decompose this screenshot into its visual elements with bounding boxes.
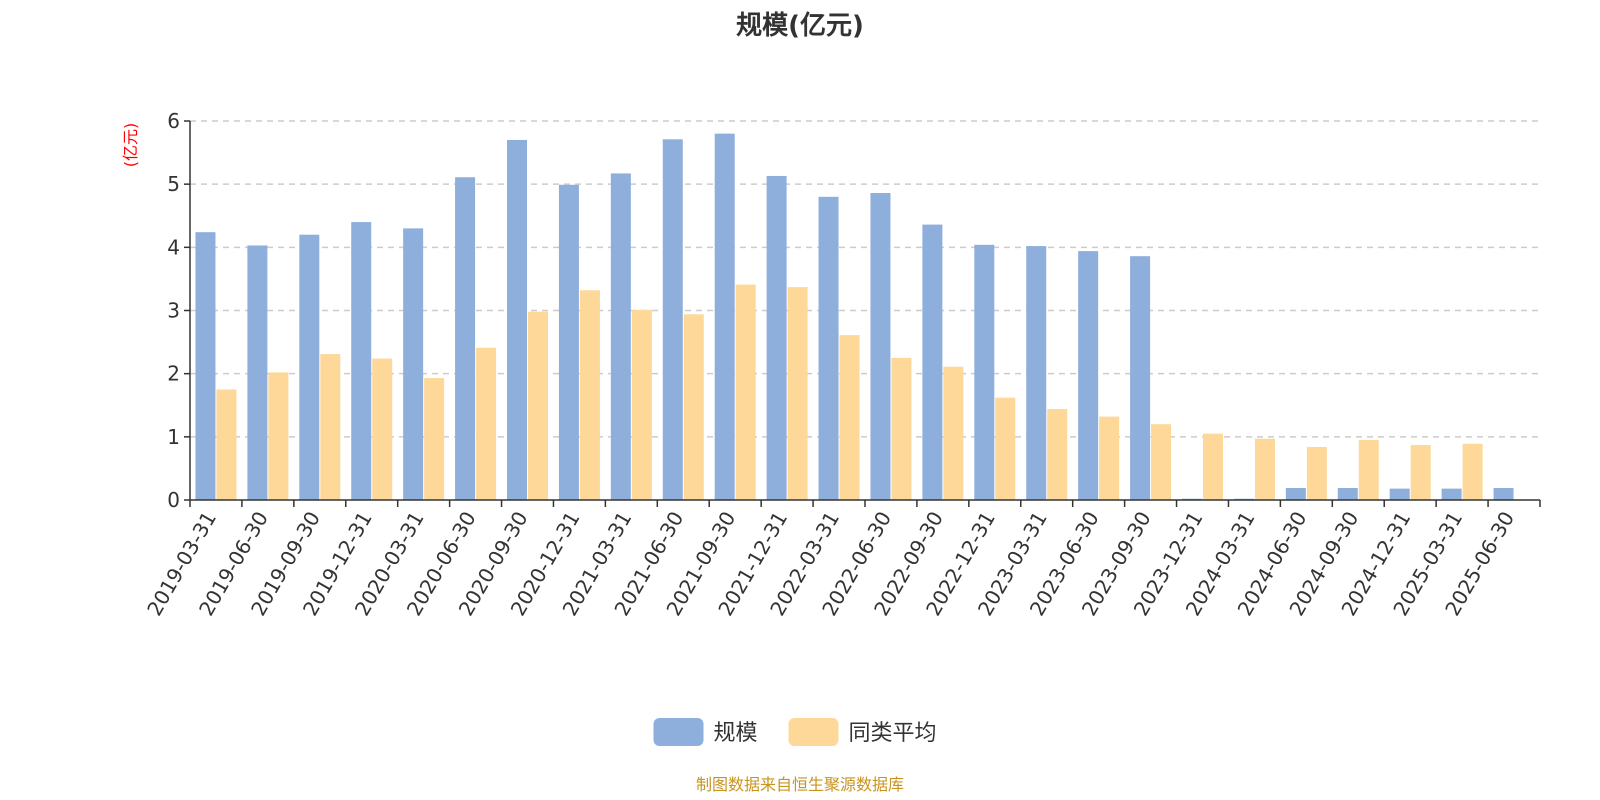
y-tick-label: 5 [167,172,180,196]
bar-series-2 [787,287,808,500]
bar-series-1 [818,196,839,501]
y-tick-label: 3 [167,299,180,323]
chart-title: 规模(亿元) [736,11,864,41]
bar-series-2 [216,389,237,500]
bar-series-2 [683,314,704,500]
legend-label: 同类平均 [849,721,937,746]
bar-series-1 [1130,256,1151,500]
bar-series-1 [974,244,995,500]
bar-series-2 [631,309,652,500]
bar-series-2 [1462,443,1483,500]
bar-series-1 [610,173,631,500]
bar-series-1 [1026,246,1047,500]
bar-series-1 [766,175,787,500]
bar-series-1 [870,193,891,500]
bar-series-1 [662,139,683,500]
bar-series-2 [372,358,393,500]
legend-label: 规模 [714,721,758,746]
legend-swatch [653,718,704,746]
bar-series-1 [1337,487,1358,500]
source-note: 制图数据来自恒生聚源数据库 [696,775,904,794]
bar-series-1 [455,177,476,501]
bar-series-1 [507,139,527,500]
bar-series-1 [351,222,372,501]
bar-series-2 [528,311,548,500]
bar-series-1 [247,245,268,500]
bar-series-1 [1285,487,1306,500]
y-tick-label: 0 [167,488,180,512]
bar-series-1 [403,228,424,500]
bar-series-2 [1203,433,1223,500]
bar-series-1 [195,232,216,500]
bar-series-2 [943,366,964,500]
bar-series-2 [1358,439,1379,500]
bar-series-2 [995,397,1016,500]
bar-series-2 [839,335,860,500]
bar-series-2 [320,354,341,500]
bar-series-2 [1099,416,1120,500]
bar-series-1 [922,224,943,501]
y-tick-label: 6 [167,109,180,133]
y-tick-label: 1 [167,425,180,449]
y-axis-ticks: 0 1 2 3 4 5 6 [167,109,190,512]
y-tick-label: 2 [167,362,180,386]
bar-series-1 [1389,488,1410,500]
bar-series-2 [891,357,912,500]
grid-lines [190,120,1540,438]
bar-series-2 [1410,445,1431,500]
legend-swatch [788,718,839,746]
bar-series-2 [1254,438,1275,500]
bar-series-1 [1078,251,1099,500]
x-axis-ticks: 2019-03-312019-06-302019-09-302019-12-31… [142,500,1541,620]
bar-series-1 [714,133,735,500]
bar-series-2 [1047,409,1068,500]
bar-series-1 [1493,487,1514,500]
bar-series-2 [476,347,497,500]
bar-series-2 [579,290,600,500]
bar-series-1 [299,234,320,500]
bar-series-2 [735,284,756,500]
bar-series-2 [1151,424,1172,500]
bar-series-2 [268,372,289,500]
bar-series-2 [1306,446,1327,500]
bars [195,133,1514,501]
bar-series-1 [1441,488,1462,500]
bar-series-1 [558,184,579,500]
y-axis-unit-label: (亿元) [121,123,140,168]
legend: 规模 同类平均 [653,718,937,746]
bar-series-2 [424,378,445,500]
y-tick-label: 4 [167,235,180,259]
